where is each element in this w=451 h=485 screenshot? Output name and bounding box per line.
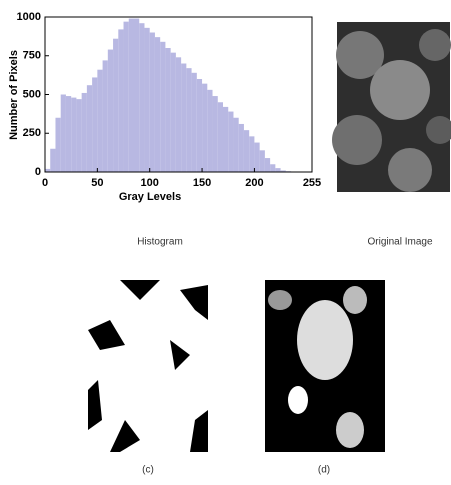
bar <box>71 98 76 172</box>
bar <box>181 64 186 173</box>
page: Histogram Original Image (c) (d) Gray Le… <box>0 0 451 485</box>
original-image <box>332 22 451 192</box>
image-d <box>265 280 385 452</box>
bar <box>150 33 155 173</box>
bar <box>260 150 265 172</box>
bar <box>113 39 118 172</box>
x-tick-label: 0 <box>42 177 48 189</box>
bar <box>197 79 202 172</box>
bar <box>270 164 275 172</box>
bar <box>249 136 254 172</box>
bar <box>66 96 71 172</box>
bar <box>213 96 218 172</box>
bar <box>207 90 212 172</box>
bar <box>223 107 228 172</box>
y-tick-label: 0 <box>35 166 41 178</box>
bar <box>239 124 244 172</box>
image-c <box>88 280 208 452</box>
bar <box>97 70 102 172</box>
bar <box>61 95 66 173</box>
bar <box>165 48 170 172</box>
x-axis-label: Gray Levels <box>119 191 181 203</box>
bar <box>176 57 181 172</box>
bar <box>202 84 207 172</box>
bar <box>265 158 270 172</box>
bar <box>218 102 223 172</box>
bar <box>228 112 233 172</box>
bar <box>134 19 139 172</box>
x-tick-label: 255 <box>303 177 321 189</box>
y-tick-label: 250 <box>23 127 41 139</box>
bar <box>275 168 280 172</box>
bar <box>92 77 97 172</box>
bar <box>144 28 149 172</box>
x-tick-label: 100 <box>141 177 159 189</box>
bar <box>171 53 176 172</box>
y-tick-label: 750 <box>23 50 41 62</box>
bar <box>233 118 238 172</box>
bar <box>244 130 249 172</box>
bar <box>87 85 92 172</box>
bar <box>55 118 60 172</box>
bar <box>82 93 87 172</box>
bar <box>254 143 259 172</box>
bar <box>124 22 129 172</box>
bar <box>118 29 123 172</box>
y-axis-label: Number of Pixels <box>8 50 20 140</box>
bar <box>155 37 160 172</box>
caption: Histogram <box>137 237 183 248</box>
caption: Original Image <box>367 237 432 248</box>
x-tick-label: 150 <box>193 177 211 189</box>
bar <box>50 149 55 172</box>
y-tick-label: 500 <box>23 88 41 100</box>
bar <box>108 50 113 172</box>
bar <box>186 68 191 172</box>
caption: (c) <box>142 465 154 476</box>
bar <box>139 23 144 172</box>
x-tick-label: 200 <box>245 177 263 189</box>
bar <box>160 42 165 172</box>
bar <box>103 60 108 172</box>
x-tick-label: 50 <box>91 177 103 189</box>
bar <box>192 73 197 172</box>
figure: Histogram Original Image (c) (d) Gray Le… <box>0 0 451 485</box>
caption: (d) <box>318 465 330 476</box>
y-tick-label: 1000 <box>17 11 41 23</box>
bar <box>129 19 134 172</box>
bar <box>76 99 81 172</box>
